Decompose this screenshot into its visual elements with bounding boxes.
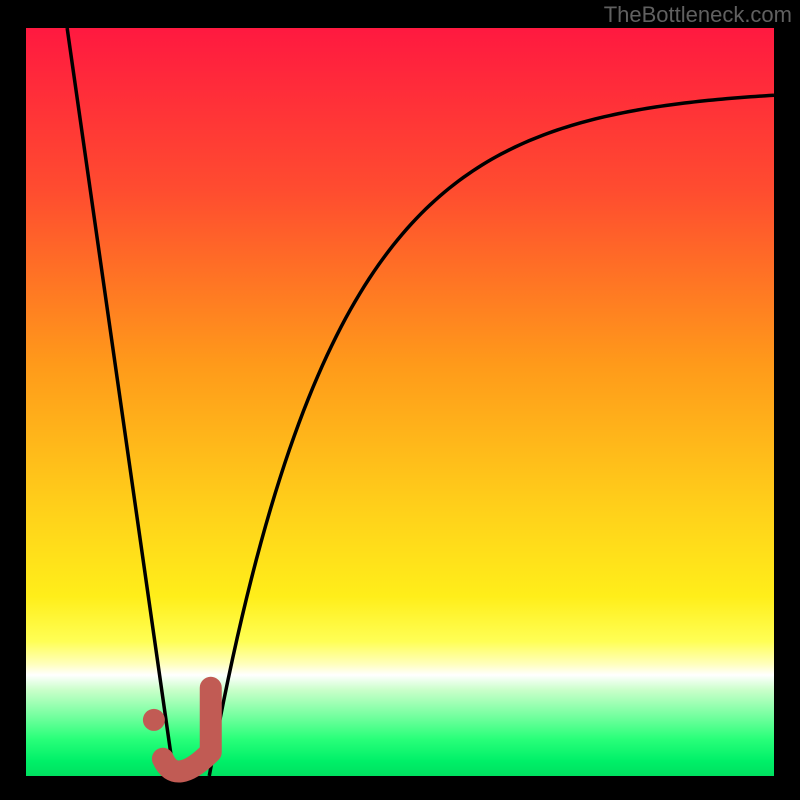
watermark-label: TheBottleneck.com	[604, 2, 792, 28]
j-marker-dot	[143, 709, 165, 731]
bottleneck-chart	[0, 0, 800, 800]
chart-container: TheBottleneck.com	[0, 0, 800, 800]
plot-background	[26, 28, 774, 776]
